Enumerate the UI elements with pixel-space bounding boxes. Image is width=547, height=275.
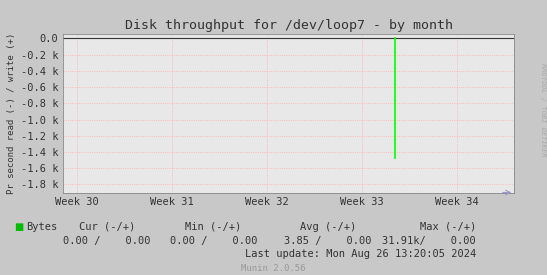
Text: 3.85 /    0.00: 3.85 / 0.00 [284,236,372,246]
Text: Last update: Mon Aug 26 13:20:05 2024: Last update: Mon Aug 26 13:20:05 2024 [245,249,476,259]
Text: Bytes: Bytes [26,222,57,232]
Text: RRDTOOL / TOBI OETIKER: RRDTOOL / TOBI OETIKER [540,63,546,157]
Title: Disk throughput for /dev/loop7 - by month: Disk throughput for /dev/loop7 - by mont… [125,19,452,32]
Text: Munin 2.0.56: Munin 2.0.56 [241,265,306,273]
Text: Max (-/+): Max (-/+) [420,222,476,232]
Text: Min (-/+): Min (-/+) [185,222,241,232]
Text: Cur (-/+): Cur (-/+) [79,222,135,232]
Text: ■: ■ [14,222,23,232]
Text: Avg (-/+): Avg (-/+) [300,222,356,232]
Text: 0.00 /    0.00: 0.00 / 0.00 [170,236,257,246]
Text: 0.00 /    0.00: 0.00 / 0.00 [63,236,150,246]
Y-axis label: Pr second read (-) / write (+): Pr second read (-) / write (+) [7,33,16,194]
Text: 31.91k/    0.00: 31.91k/ 0.00 [382,236,476,246]
